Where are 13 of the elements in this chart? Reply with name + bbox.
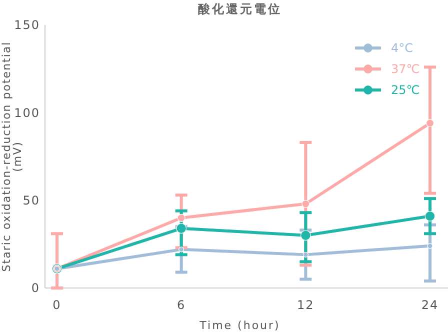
y-tick-label: 0 bbox=[31, 281, 40, 296]
x-tick-label: 12 bbox=[297, 298, 314, 312]
x-tick-label: 0 bbox=[52, 298, 62, 312]
x-tick-label: 6 bbox=[177, 298, 186, 312]
x-tick-label: 24 bbox=[421, 298, 439, 312]
y-tick-label: 50 bbox=[22, 194, 40, 208]
y-tick-label: 100 bbox=[14, 106, 40, 120]
legend-label: 4°C bbox=[391, 41, 414, 56]
legend-label: 25℃ bbox=[391, 83, 420, 98]
chart-title: 酸化還元電位 bbox=[198, 2, 282, 16]
y-tick-label: 150 bbox=[14, 18, 40, 32]
x-axis-title: Time (hour) bbox=[198, 319, 280, 332]
legend-label: 37℃ bbox=[391, 62, 420, 76]
